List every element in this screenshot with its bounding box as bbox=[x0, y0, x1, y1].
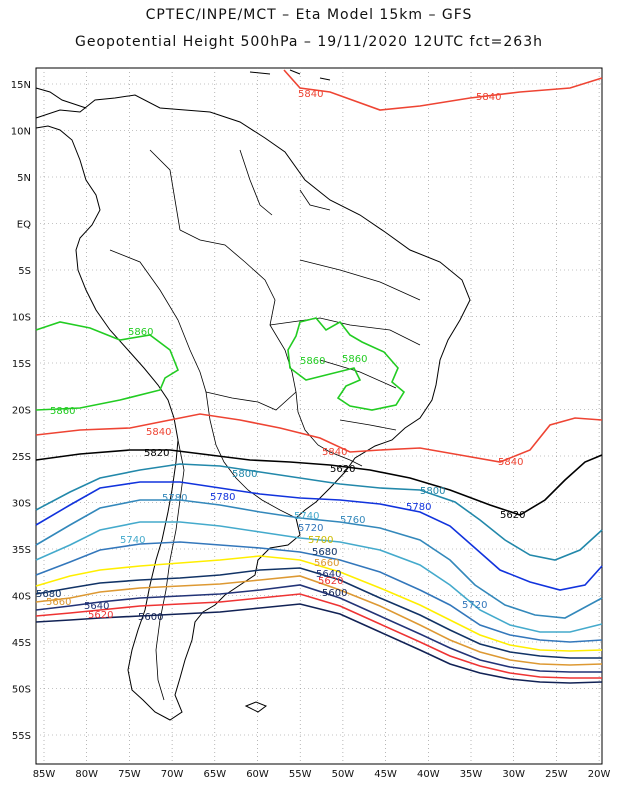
contour-labels: 5840 5840 5860 5860 5860 5860 5840 5820 … bbox=[36, 89, 525, 623]
lon-tick-label: 40W bbox=[417, 769, 440, 780]
coastline bbox=[35, 69, 471, 721]
label-5840: 5840 bbox=[146, 427, 171, 438]
label-5720: 5720 bbox=[298, 523, 323, 534]
label-5680: 5680 bbox=[312, 547, 337, 558]
contour-5820 bbox=[35, 449, 603, 516]
lon-tick-label: 50W bbox=[332, 769, 355, 780]
label-5720: 5720 bbox=[462, 600, 487, 611]
label-5780: 5780 bbox=[162, 493, 187, 504]
axis-ticks: 15N 10N 5N EQ 5S 10S 15S 20S 25S 30S 35S 40S 45S 50S 5… bbox=[11, 80, 611, 780]
lon-tick-label: 65W bbox=[203, 769, 226, 780]
lon-tick-label: 45W bbox=[374, 769, 397, 780]
border-andes bbox=[109, 249, 297, 519]
contour-5680 bbox=[35, 567, 602, 659]
lat-tick-label: 15N bbox=[11, 80, 31, 91]
contour-5660 bbox=[35, 575, 603, 666]
chart-subtitle: Geopotential Height 500hPa – 19/11/2020 … bbox=[75, 34, 543, 50]
label-5840: 5840 bbox=[476, 92, 501, 103]
label-5740: 5740 bbox=[120, 535, 145, 546]
lon-tick-label: 20W bbox=[588, 769, 611, 780]
falkland-islands bbox=[244, 701, 268, 713]
label-5620: 5620 bbox=[500, 510, 525, 521]
south-america-coast bbox=[35, 94, 471, 721]
lat-tick-label: 5N bbox=[17, 173, 31, 184]
lat-tick-label: 50S bbox=[12, 685, 31, 696]
label-5660: 5660 bbox=[46, 597, 71, 608]
label-5600: 5600 bbox=[138, 612, 163, 623]
label-5800: 5800 bbox=[420, 486, 445, 497]
label-5820: 5820 bbox=[144, 448, 169, 459]
label-5640: 5640 bbox=[316, 569, 341, 580]
contour-5840-north bbox=[283, 69, 603, 111]
lon-tick-label: 60W bbox=[246, 769, 269, 780]
label-5620: 5620 bbox=[318, 576, 343, 587]
caribbean-islands bbox=[249, 69, 331, 81]
contour-5700 bbox=[35, 555, 603, 652]
label-5800: 5800 bbox=[232, 469, 257, 480]
contour-5800 bbox=[35, 463, 603, 561]
label-5860: 5860 bbox=[50, 406, 75, 417]
lat-tick-label: 20S bbox=[12, 406, 31, 417]
lon-tick-label: 75W bbox=[118, 769, 141, 780]
chart-title: CPTEC/INPE/MCT – Eta Model 15km – GFS bbox=[145, 7, 473, 23]
lat-tick-label: 10N bbox=[11, 127, 31, 138]
central-america-coast bbox=[35, 87, 87, 109]
label-5840: 5840 bbox=[498, 457, 523, 468]
lat-tick-label: 30S bbox=[12, 499, 31, 510]
label-5840: 5840 bbox=[298, 89, 323, 100]
lat-tick-label: 5S bbox=[18, 266, 31, 277]
label-5840: 5840 bbox=[322, 447, 347, 458]
lon-tick-label: 30W bbox=[502, 769, 525, 780]
lat-tick-label: 55S bbox=[12, 731, 31, 742]
contour-5720 bbox=[35, 541, 603, 643]
contours bbox=[35, 69, 603, 684]
border-bolivia-paraguay bbox=[205, 391, 297, 411]
label-5860: 5860 bbox=[342, 354, 367, 365]
label-5780: 5780 bbox=[406, 502, 431, 513]
lat-tick-label: EQ bbox=[17, 220, 31, 231]
contour-5780 bbox=[35, 481, 603, 591]
label-5760: 5760 bbox=[340, 515, 365, 526]
lon-tick-label: 55W bbox=[289, 769, 312, 780]
border-chile-argentina bbox=[155, 439, 185, 701]
contour-5760 bbox=[35, 499, 603, 619]
lat-tick-label: 10S bbox=[12, 313, 31, 324]
contour-5860-west bbox=[35, 321, 179, 411]
label-5700: 5700 bbox=[308, 535, 333, 546]
lat-tick-label: 45S bbox=[12, 638, 31, 649]
lon-tick-label: 25W bbox=[545, 769, 568, 780]
label-5660: 5660 bbox=[314, 558, 339, 569]
lon-tick-label: 70W bbox=[161, 769, 184, 780]
label-5860: 5860 bbox=[128, 327, 153, 338]
label-5620: 5620 bbox=[88, 610, 113, 621]
label-5620: 5620 bbox=[330, 464, 355, 475]
contour-5860-brazil bbox=[287, 317, 406, 411]
lon-tick-label: 35W bbox=[460, 769, 483, 780]
label-5780: 5780 bbox=[210, 492, 235, 503]
border-north bbox=[149, 149, 331, 231]
contour-5600 bbox=[35, 603, 603, 684]
lat-tick-label: 15S bbox=[12, 359, 31, 370]
label-5680: 5680 bbox=[36, 589, 61, 600]
lat-tick-label: 40S bbox=[12, 592, 31, 603]
contour-5740 bbox=[35, 521, 603, 633]
border-brazil-west bbox=[179, 229, 363, 467]
lon-tick-label: 80W bbox=[75, 769, 98, 780]
label-5740: 5740 bbox=[294, 511, 319, 522]
label-5600: 5600 bbox=[322, 588, 347, 599]
label-5640: 5640 bbox=[84, 601, 109, 612]
lat-tick-label: 25S bbox=[12, 452, 31, 463]
label-5860: 5860 bbox=[300, 356, 325, 367]
map-frame bbox=[35, 67, 603, 765]
lat-tick-label: 35S bbox=[12, 545, 31, 556]
border-brazil-states bbox=[269, 259, 421, 431]
lon-tick-label: 85W bbox=[33, 769, 56, 780]
contour-5640 bbox=[35, 584, 602, 673]
graticule bbox=[36, 68, 602, 764]
contour-5620 bbox=[35, 593, 602, 679]
contour-5840-south bbox=[35, 413, 603, 463]
